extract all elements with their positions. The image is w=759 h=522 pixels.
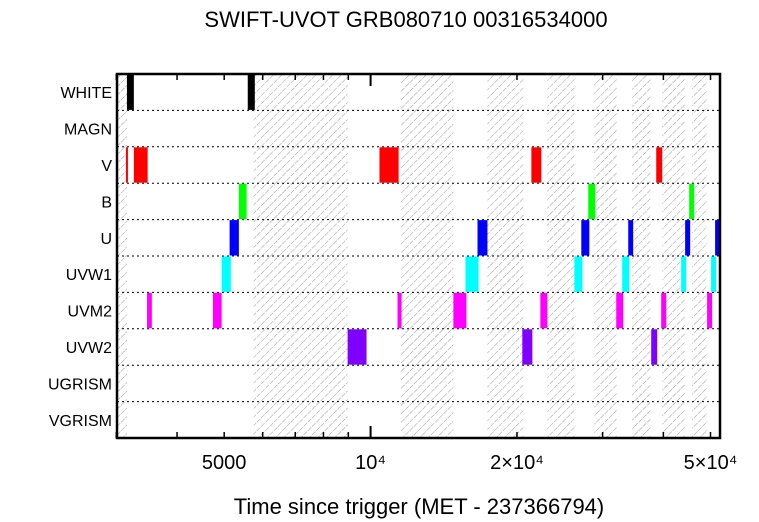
chart-title: SWIFT-UVOT GRB080710 00316534000 [204, 7, 607, 32]
row-label-u: U [100, 231, 112, 248]
exposure-bar-uvw1 [622, 256, 630, 292]
exposure-bar-v [379, 147, 399, 183]
exposure-bar-v [125, 147, 128, 183]
x-tick-label: 2×10⁴ [490, 452, 544, 474]
exposure-bar-uvw2 [522, 329, 533, 365]
exposure-bar-v [531, 147, 542, 183]
exposure-bar-uvw1 [465, 256, 479, 292]
exposure-bar-uvw1 [681, 256, 687, 292]
exposure-bar-uvm2 [540, 292, 548, 329]
hatched-gap [117, 74, 127, 438]
exposure-bar-uvm2 [212, 292, 222, 329]
hatched-gaps [117, 74, 708, 438]
exposure-bar-white [126, 74, 134, 110]
exposure-bar-b [588, 183, 596, 220]
row-label-ugrism: UGRISM [48, 376, 112, 393]
row-label-vgrism: VGRISM [49, 413, 112, 430]
hatched-gap [594, 74, 617, 438]
row-dividers [117, 109, 720, 403]
exposure-bar-u [581, 220, 590, 256]
hatched-gap [632, 74, 651, 438]
row-label-uvw1: UVW1 [66, 267, 112, 284]
row-label-v: V [101, 158, 112, 175]
row-label-magn: MAGN [64, 122, 112, 139]
exposure-bar-uvw2 [651, 329, 658, 365]
exposure-bar-uvm2 [707, 292, 713, 329]
x-axis-label: Time since trigger (MET - 237366794) [234, 494, 605, 519]
hatched-gap [253, 74, 348, 438]
hatched-gap [400, 74, 454, 438]
exposure-bar-white [247, 74, 255, 110]
exposure-bar-uvm2 [616, 292, 624, 329]
exposure-bar-uvm2 [453, 292, 467, 329]
exposure-bar-b [238, 183, 247, 220]
exposure-bar-v [656, 147, 663, 183]
exposure-bar-uvm2 [661, 292, 667, 329]
x-tick-label: 5×10⁴ [684, 452, 738, 474]
x-tick-label: 10⁴ [355, 452, 386, 474]
exposure-bar-uvw1 [711, 256, 717, 292]
row-label-uvw2: UVW2 [66, 340, 112, 357]
exposure-bar-u [477, 220, 488, 256]
hatched-gap [547, 74, 576, 438]
row-label-uvm2: UVM2 [68, 304, 113, 321]
row-labels: WHITE MAGN V B U UVW1 UVM2 UVW2 UGRISM VGRISM [48, 85, 112, 430]
exposure-bars [125, 74, 720, 365]
row-label-b: B [101, 194, 112, 211]
exposure-bar-u [628, 220, 634, 256]
exposure-bar-u [229, 220, 239, 256]
hatched-gap [692, 74, 708, 438]
plot-frame [115, 72, 722, 440]
exposure-bar-u [685, 220, 691, 256]
exposure-bar-uvw2 [347, 329, 367, 365]
row-label-white: WHITE [60, 85, 112, 102]
exposure-bar-uvw1 [221, 256, 231, 292]
x-tick-label: 5000 [202, 452, 247, 474]
x-ticks: 5000 10⁴ 2×10⁴ 5×10⁴ [115, 74, 738, 474]
exposure-bar-uvm2 [397, 292, 402, 329]
exposure-bar-u [715, 220, 720, 256]
exposure-bar-uvm2 [147, 292, 152, 329]
exposure-bar-uvw1 [574, 256, 583, 292]
exposure-bar-v [133, 147, 148, 183]
exposure-bar-b [689, 183, 695, 220]
